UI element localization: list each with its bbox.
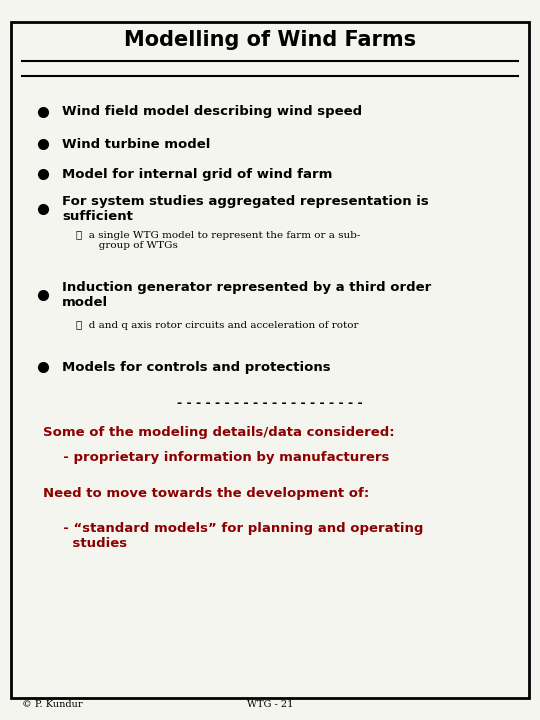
Text: Wind field model describing wind speed: Wind field model describing wind speed (62, 105, 362, 118)
Text: - “standard models” for planning and operating
    studies: - “standard models” for planning and ope… (54, 523, 423, 550)
Text: Need to move towards the development of:: Need to move towards the development of: (43, 487, 369, 500)
Text: Modelling of Wind Farms: Modelling of Wind Farms (124, 30, 416, 50)
Text: © P. Kundur: © P. Kundur (22, 700, 82, 708)
Text: WTG - 21: WTG - 21 (247, 700, 293, 708)
Text: Model for internal grid of wind farm: Model for internal grid of wind farm (62, 168, 333, 181)
Text: - - - - - - - - - - - - - - - - - - - -: - - - - - - - - - - - - - - - - - - - - (177, 397, 363, 410)
FancyBboxPatch shape (11, 22, 529, 698)
Text: ☛  d and q axis rotor circuits and acceleration of rotor: ☛ d and q axis rotor circuits and accele… (76, 321, 358, 330)
Text: Induction generator represented by a third order
model: Induction generator represented by a thi… (62, 282, 431, 309)
Text: For system studies aggregated representation is
sufficient: For system studies aggregated representa… (62, 195, 429, 222)
Text: Models for controls and protections: Models for controls and protections (62, 361, 330, 374)
Text: - proprietary information by manufacturers: - proprietary information by manufacture… (54, 451, 389, 464)
Text: ☛  a single WTG model to represent the farm or a sub-
       group of WTGs: ☛ a single WTG model to represent the fa… (76, 231, 360, 250)
Text: Some of the modeling details/data considered:: Some of the modeling details/data consid… (43, 426, 395, 438)
Text: Wind turbine model: Wind turbine model (62, 138, 211, 150)
